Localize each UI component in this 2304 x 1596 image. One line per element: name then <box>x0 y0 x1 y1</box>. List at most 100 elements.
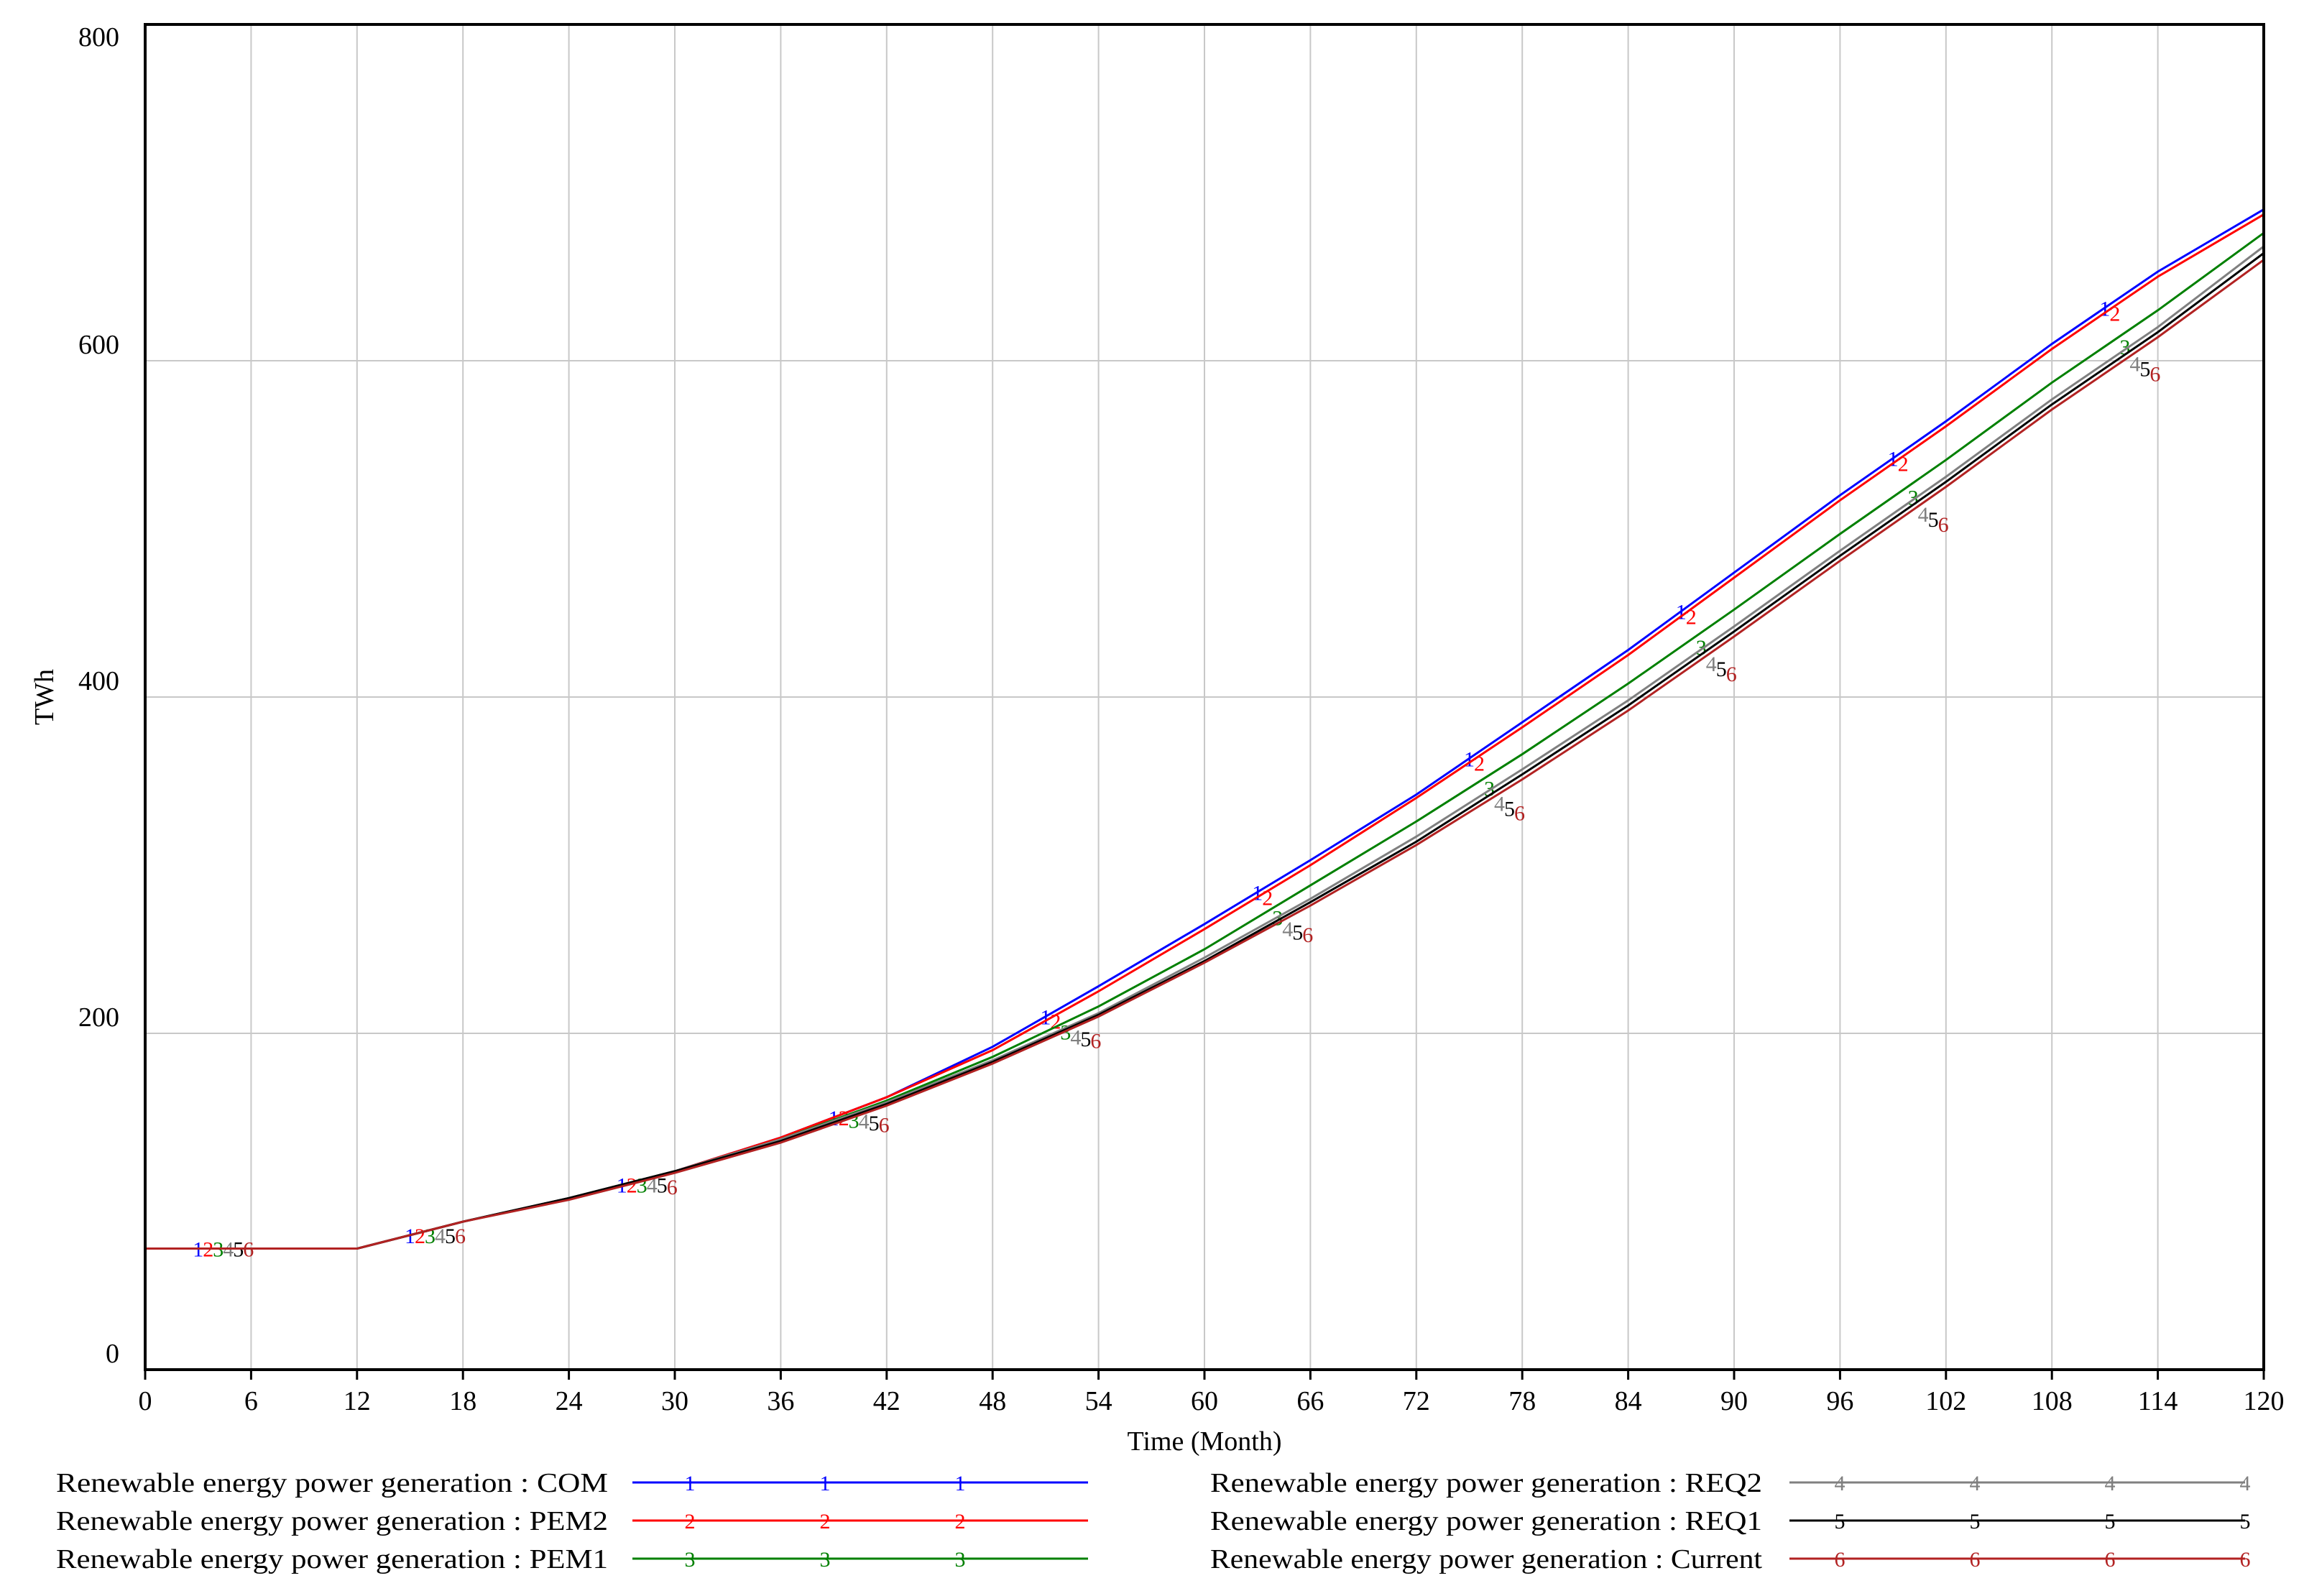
series-marker-3: 3 <box>637 1174 648 1198</box>
series-marker-6: 6 <box>667 1176 678 1199</box>
legend-marker-3: 3 <box>820 1548 831 1572</box>
series-marker-3: 3 <box>425 1224 436 1248</box>
legend-label-3: Renewable energy power generation : PEM1 <box>56 1544 608 1574</box>
legend-marker-6: 6 <box>1970 1548 1981 1572</box>
legend-label-2: Renewable energy power generation : PEM2 <box>56 1506 608 1536</box>
series-lines: 1111111111222222222233333333334444444444… <box>145 208 2264 1262</box>
series-marker-5: 5 <box>869 1112 880 1135</box>
x-tick-label: 12 <box>344 1386 371 1416</box>
legend-marker-5: 5 <box>2105 1510 2116 1533</box>
x-tick-label: 18 <box>449 1386 476 1416</box>
series-marker-1: 1 <box>1888 448 1899 471</box>
legend-label-6: Renewable energy power generation : Curr… <box>1210 1544 1762 1574</box>
series-marker-2: 2 <box>1474 752 1485 775</box>
legend-marker-6: 6 <box>1835 1548 1845 1572</box>
x-tick-label: 108 <box>2032 1386 2073 1416</box>
legend-marker-3: 3 <box>685 1548 696 1572</box>
series-marker-4: 4 <box>1282 918 1293 941</box>
legend-marker-2: 2 <box>685 1510 696 1533</box>
series-marker-5: 5 <box>2139 358 2150 382</box>
series-marker-6: 6 <box>1726 663 1737 686</box>
series-marker-4: 4 <box>435 1224 446 1248</box>
legend-label-4: Renewable energy power generation : REQ2 <box>1210 1468 1762 1498</box>
x-tick-label: 36 <box>767 1386 794 1416</box>
x-tick-label: 24 <box>556 1386 583 1416</box>
series-marker-6: 6 <box>455 1224 466 1248</box>
series-marker-5: 5 <box>1928 508 1939 532</box>
series-marker-6: 6 <box>879 1113 890 1137</box>
y-tick-label: 0 <box>106 1339 119 1369</box>
series-marker-5: 5 <box>1504 797 1515 821</box>
series-marker-6: 6 <box>1090 1029 1101 1053</box>
series-marker-5: 5 <box>1080 1028 1091 1051</box>
x-tick-label: 66 <box>1296 1386 1324 1416</box>
series-marker-6: 6 <box>1514 801 1525 825</box>
series-marker-4: 4 <box>1494 792 1505 816</box>
y-tick-label: 600 <box>78 330 119 360</box>
y-tick-label: 400 <box>78 666 119 696</box>
legend-label-5: Renewable energy power generation : REQ1 <box>1210 1506 1762 1536</box>
series-marker-5: 5 <box>1292 921 1303 944</box>
x-tick-label: 30 <box>661 1386 688 1416</box>
series-marker-4: 4 <box>1070 1026 1081 1050</box>
y-tick-label: 800 <box>78 22 119 52</box>
x-tick-label: 54 <box>1085 1386 1112 1416</box>
series-line-6 <box>145 259 2264 1250</box>
series-marker-2: 2 <box>1686 606 1697 629</box>
series-marker-1: 1 <box>2099 297 2110 320</box>
series-marker-5: 5 <box>657 1174 668 1198</box>
x-tick-label: 48 <box>979 1386 1006 1416</box>
legend: Renewable energy power generation : COM 1… <box>56 1468 2251 1574</box>
legend-marker-2: 2 <box>955 1510 966 1533</box>
x-tick-label: 0 <box>139 1386 152 1416</box>
legend-marker-1: 1 <box>955 1472 966 1495</box>
series-marker-4: 4 <box>1918 503 1929 527</box>
series-marker-2: 2 <box>415 1224 425 1248</box>
series-marker-2: 2 <box>1898 453 1909 476</box>
legend-marker-4: 4 <box>1970 1472 1981 1495</box>
y-tick-label: 200 <box>78 1002 119 1033</box>
series-marker-6: 6 <box>2149 363 2160 387</box>
legend-marker-6: 6 <box>2240 1548 2251 1572</box>
series-marker-6: 6 <box>243 1238 254 1262</box>
legend-marker-5: 5 <box>2240 1510 2251 1533</box>
legend-marker-4: 4 <box>2240 1472 2251 1495</box>
series-marker-2: 2 <box>2109 302 2120 326</box>
axis-ticks: 0 6 12 18 24 30 36 42 48 54 60 66 72 78 84 90 96 102 108 11… <box>78 22 2285 1416</box>
series-marker-6: 6 <box>1938 513 1949 537</box>
legend-marker-2: 2 <box>820 1510 831 1533</box>
series-marker-5: 5 <box>1716 658 1727 681</box>
x-tick-label: 72 <box>1403 1386 1430 1416</box>
x-tick-label: 42 <box>873 1386 900 1416</box>
legend-marker-4: 4 <box>1835 1472 1845 1495</box>
legend-marker-4: 4 <box>2105 1472 2116 1495</box>
legend-marker-3: 3 <box>955 1548 966 1572</box>
series-marker-1: 1 <box>1252 881 1263 905</box>
x-tick-label: 78 <box>1508 1386 1536 1416</box>
series-marker-4: 4 <box>2129 353 2140 377</box>
legend-label-1: Renewable energy power generation : COM <box>56 1468 608 1498</box>
legend-marker-6: 6 <box>2105 1548 2116 1572</box>
legend-marker-1: 1 <box>820 1472 831 1495</box>
legend-marker-5: 5 <box>1970 1510 1981 1533</box>
series-marker-1: 1 <box>1040 1006 1051 1030</box>
series-marker-2: 2 <box>1262 886 1273 910</box>
series-marker-2: 2 <box>627 1174 637 1198</box>
legend-marker-5: 5 <box>1835 1510 1845 1533</box>
x-tick-label: 60 <box>1191 1386 1218 1416</box>
x-axis-title: Time (Month) <box>1127 1426 1281 1457</box>
series-marker-4: 4 <box>1706 652 1717 676</box>
series-marker-5: 5 <box>445 1224 456 1248</box>
series-marker-6: 6 <box>1302 923 1313 947</box>
x-tick-label: 102 <box>1925 1386 1966 1416</box>
x-tick-label: 120 <box>2244 1386 2285 1416</box>
x-tick-label: 6 <box>244 1386 258 1416</box>
y-axis-title: TWh <box>29 669 60 725</box>
x-tick-label: 114 <box>2138 1386 2178 1416</box>
x-tick-label: 84 <box>1615 1386 1642 1416</box>
legend-marker-1: 1 <box>685 1472 696 1495</box>
series-marker-4: 4 <box>859 1110 870 1134</box>
x-tick-label: 90 <box>1720 1386 1748 1416</box>
